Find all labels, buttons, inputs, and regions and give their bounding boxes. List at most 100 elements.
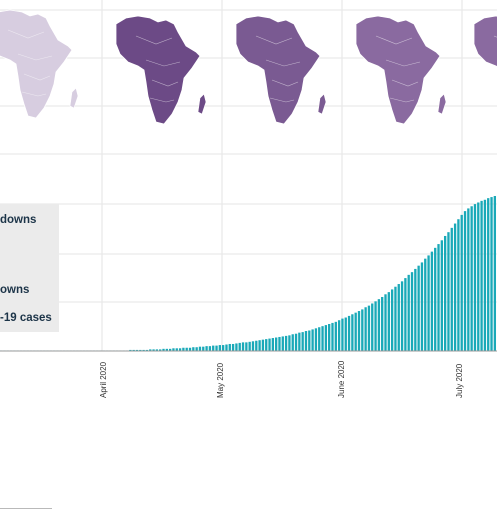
bar bbox=[165, 348, 168, 351]
bar bbox=[347, 315, 351, 351]
bar bbox=[390, 289, 394, 351]
country-border-line bbox=[375, 35, 413, 45]
bar bbox=[493, 196, 497, 351]
bar bbox=[344, 317, 347, 351]
bar bbox=[407, 274, 410, 351]
bar bbox=[427, 255, 430, 351]
bar bbox=[215, 345, 218, 351]
bar bbox=[314, 328, 318, 351]
bar bbox=[288, 335, 291, 351]
country-border-line bbox=[391, 79, 419, 87]
bar bbox=[152, 349, 155, 351]
bar bbox=[202, 346, 205, 351]
bar bbox=[238, 342, 241, 351]
bar bbox=[324, 325, 328, 351]
bar bbox=[195, 347, 198, 351]
bar bbox=[205, 346, 208, 351]
bar bbox=[301, 332, 304, 351]
x-tick-april: April 2020 bbox=[99, 361, 108, 398]
bar bbox=[175, 348, 178, 351]
bar bbox=[271, 338, 275, 351]
bar bbox=[178, 348, 182, 351]
bar bbox=[417, 265, 420, 351]
country-border-line bbox=[7, 29, 45, 39]
madagascar-shape bbox=[197, 93, 207, 115]
bar bbox=[132, 349, 135, 351]
bar bbox=[437, 244, 440, 351]
bar bbox=[159, 349, 162, 351]
country-border-line bbox=[255, 35, 293, 45]
bar bbox=[255, 340, 258, 351]
bar bbox=[490, 197, 493, 351]
africa-continent-shape bbox=[473, 15, 497, 68]
bar bbox=[261, 339, 265, 351]
legend-entry-lockdowns-2: owns bbox=[0, 284, 30, 296]
bar bbox=[447, 232, 450, 351]
bar bbox=[341, 318, 344, 351]
bar bbox=[457, 219, 460, 351]
bar bbox=[374, 301, 377, 351]
bar bbox=[467, 208, 470, 351]
bar bbox=[434, 247, 437, 351]
country-border-line bbox=[389, 97, 415, 103]
bar bbox=[281, 336, 284, 351]
bar bbox=[424, 258, 427, 351]
bar bbox=[351, 314, 354, 351]
bar bbox=[172, 348, 175, 351]
bar bbox=[162, 348, 165, 351]
bar bbox=[354, 312, 357, 351]
x-tick-july: July 2020 bbox=[455, 363, 464, 398]
bar bbox=[477, 202, 480, 351]
bar bbox=[188, 347, 192, 351]
legend-entry-covid-cases: -19 cases bbox=[0, 312, 52, 324]
x-tick-may: May 2020 bbox=[216, 362, 225, 398]
bar bbox=[308, 330, 311, 351]
x-tick-june: June 2020 bbox=[337, 360, 346, 398]
bar bbox=[318, 327, 321, 351]
bar bbox=[414, 268, 417, 351]
country-border-line bbox=[385, 59, 421, 67]
bar bbox=[221, 345, 225, 351]
country-border-line bbox=[135, 35, 173, 45]
bar bbox=[334, 321, 337, 351]
bar bbox=[168, 348, 172, 351]
bar bbox=[450, 227, 453, 351]
bar bbox=[463, 211, 467, 351]
bar bbox=[225, 344, 228, 351]
bar bbox=[357, 311, 361, 351]
bar bbox=[231, 343, 235, 351]
bar bbox=[440, 240, 443, 351]
bar bbox=[367, 305, 371, 351]
africa-continent-shape bbox=[235, 15, 321, 125]
bar bbox=[387, 292, 390, 351]
country-border-line bbox=[269, 97, 295, 103]
bar bbox=[145, 349, 149, 351]
bar bbox=[361, 309, 364, 351]
africa-continent-shape bbox=[0, 9, 73, 119]
bar bbox=[235, 343, 238, 351]
bar bbox=[364, 307, 367, 351]
country-border-line bbox=[151, 79, 179, 87]
africa-map-5 bbox=[473, 15, 497, 68]
bar bbox=[410, 272, 414, 351]
bar bbox=[268, 338, 271, 351]
bar bbox=[443, 235, 447, 351]
bar bbox=[321, 326, 324, 351]
bar bbox=[241, 342, 245, 351]
bar bbox=[397, 284, 400, 351]
bar bbox=[245, 342, 248, 351]
country-border-line bbox=[21, 91, 47, 97]
bar bbox=[470, 206, 473, 351]
bar bbox=[298, 332, 301, 351]
bar bbox=[394, 286, 397, 351]
legend-entry-lockdowns: downs bbox=[0, 214, 37, 226]
bar-series bbox=[0, 196, 497, 351]
chart-svg bbox=[0, 0, 497, 352]
bar bbox=[155, 349, 159, 351]
africa-maps bbox=[0, 9, 497, 125]
legend-box: downs owns -19 cases bbox=[0, 204, 59, 509]
bar bbox=[284, 335, 288, 351]
bar bbox=[430, 251, 434, 351]
bar bbox=[311, 329, 314, 351]
bar bbox=[400, 281, 404, 351]
